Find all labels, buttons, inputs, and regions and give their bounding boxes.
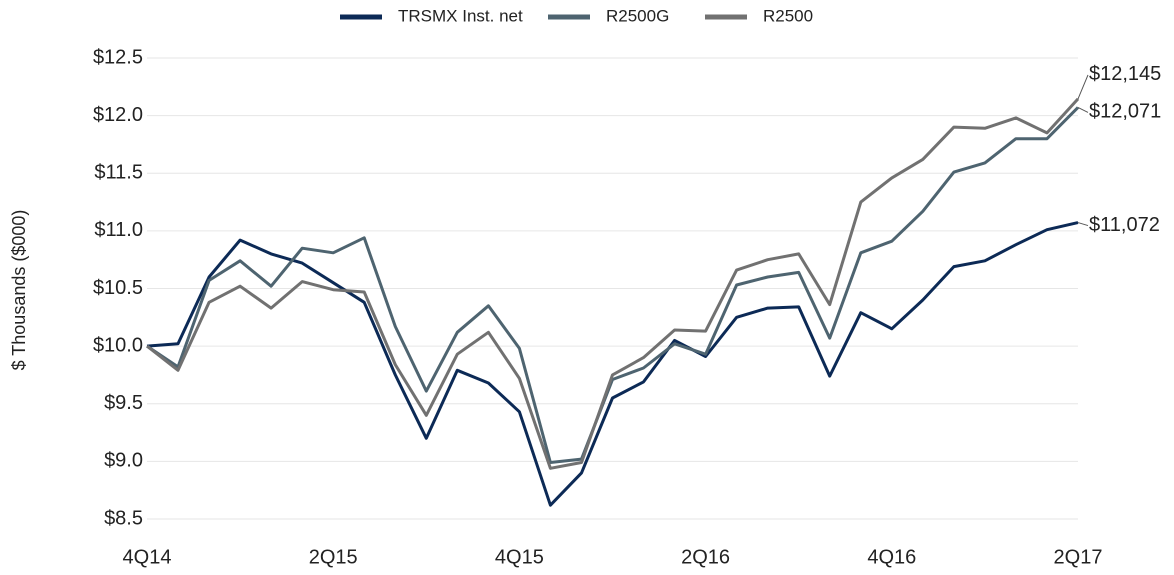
series-line — [146, 97, 1080, 470]
legend-label: R2500G — [606, 6, 669, 25]
label-leader — [1077, 222, 1089, 227]
legend-label: R2500 — [763, 6, 813, 25]
label-leader — [1077, 74, 1089, 100]
legend-label: TRSMX Inst. net — [398, 6, 523, 25]
y-tick-label: $12.5 — [93, 46, 143, 68]
series-line — [146, 221, 1079, 507]
y-axis-label: $ Thousands ($000) — [9, 210, 29, 371]
x-tick-label: 4Q14 — [123, 546, 172, 568]
x-tick-label: 4Q16 — [867, 546, 916, 568]
value-label: $12,145 — [1089, 63, 1161, 85]
y-tick-label: $10.5 — [93, 277, 143, 299]
y-tick-label: $9.0 — [104, 450, 143, 472]
y-tick-label: $9.5 — [104, 392, 143, 414]
x-tick-label: 4Q15 — [495, 546, 544, 568]
y-tick-label: $10.0 — [93, 334, 143, 356]
y-tick-label: $8.5 — [104, 507, 143, 529]
x-tick-label: 2Q15 — [309, 546, 358, 568]
series-line — [146, 106, 1080, 464]
y-tick-label: $12.0 — [93, 104, 143, 126]
y-tick-label: $11.0 — [94, 219, 143, 241]
label-leader — [1077, 106, 1089, 113]
x-tick-label: 2Q17 — [1054, 546, 1103, 568]
y-tick-label: $11.5 — [94, 162, 143, 184]
value-label: $12,071 — [1089, 101, 1161, 123]
value-label: $11,072 — [1089, 214, 1160, 236]
x-tick-label: 2Q16 — [681, 546, 730, 568]
